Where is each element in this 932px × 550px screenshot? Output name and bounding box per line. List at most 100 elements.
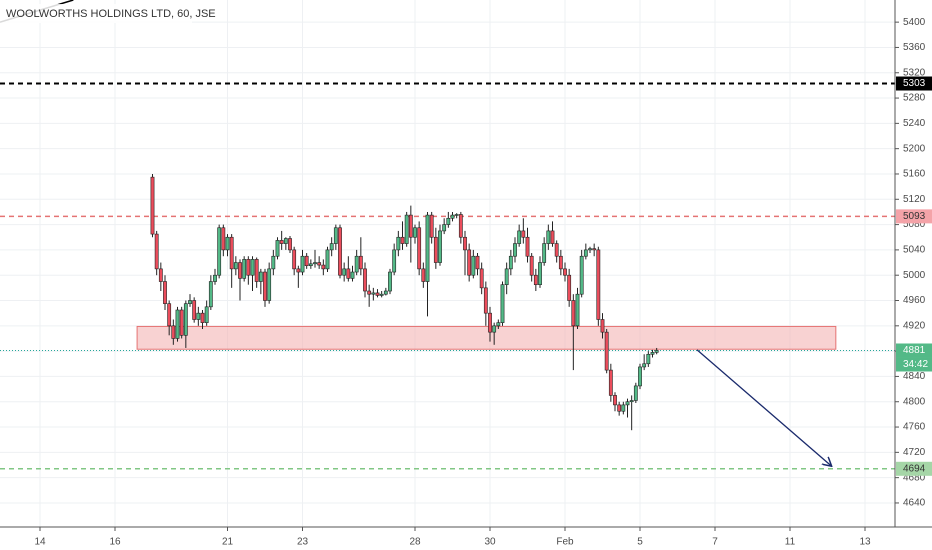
y-tick-label: 4920 (903, 320, 926, 331)
x-tick-label: 23 (297, 537, 309, 548)
price-label-bg (896, 209, 932, 224)
candle-body (292, 249, 297, 270)
candle-body (367, 290, 372, 295)
candle-body (488, 312, 492, 333)
candle-body (192, 300, 197, 320)
x-tick-label: 14 (34, 537, 46, 548)
candle-body (383, 290, 388, 295)
price-label-bg (896, 357, 932, 372)
y-tick-label: 4960 (903, 295, 926, 306)
support-zone (136, 325, 837, 350)
price-label-bg (896, 461, 932, 476)
y-tick-label: 4840 (903, 371, 926, 382)
candle-body (563, 268, 567, 276)
candle-body (229, 236, 234, 270)
y-tick-label: 5400 (903, 17, 926, 28)
candle-body (158, 268, 163, 282)
y-tick-label: 5280 (903, 93, 926, 104)
candle-body (600, 319, 605, 333)
candle-body (496, 322, 501, 327)
candle-body (446, 217, 451, 225)
x-tick-label: 16 (109, 537, 121, 548)
candle-body (246, 259, 251, 276)
candle-body (450, 214, 455, 219)
candle-body (167, 303, 172, 327)
y-tick-label: 5160 (903, 169, 926, 180)
candle-body (575, 293, 580, 327)
x-tick-label: 13 (859, 537, 871, 548)
x-tick-label: 11 (785, 537, 796, 548)
candle-body (188, 300, 192, 304)
candle-body (400, 236, 405, 244)
price-label: 5093 (903, 211, 926, 222)
candle-body (621, 404, 626, 412)
y-tick-label: 5240 (903, 118, 926, 129)
y-tick-label: 4800 (903, 396, 926, 407)
y-tick-label: 5080 (903, 219, 926, 230)
candle-body (567, 274, 572, 301)
candle-body (625, 401, 630, 406)
candle-body (492, 325, 497, 333)
candle-body (604, 331, 609, 371)
y-tick-label: 5120 (903, 194, 926, 205)
candle-body (438, 230, 442, 263)
candle-body (283, 238, 288, 244)
candle-body (288, 238, 292, 251)
candle-body (463, 236, 467, 251)
candle-body (550, 230, 555, 244)
candle-body (592, 248, 597, 251)
candle-body (429, 214, 434, 238)
candle-body (467, 249, 472, 276)
candle-body (388, 271, 392, 292)
candle-body (338, 227, 342, 276)
candle-body (179, 309, 184, 336)
x-tick-label: 7 (712, 537, 718, 548)
candle-body (296, 268, 301, 273)
y-axis-panel (895, 0, 932, 550)
candle-body (242, 259, 247, 279)
candle-body (183, 303, 188, 336)
candle-body (221, 227, 226, 251)
x-tick-label: 5 (637, 537, 643, 548)
candle-body (646, 353, 651, 365)
candle-body (483, 287, 488, 314)
candle-body (404, 214, 409, 244)
candle-body (150, 176, 155, 235)
candle-body (271, 255, 276, 270)
candle-body (354, 255, 359, 273)
projection-arrow (696, 349, 832, 466)
candle-body (175, 309, 180, 339)
candle-body (458, 214, 463, 238)
candle-body (263, 271, 267, 301)
candle-body (325, 249, 330, 270)
candle-body (313, 262, 317, 265)
candle-body (254, 259, 259, 282)
candle-body (208, 281, 213, 308)
candle-body (217, 227, 222, 276)
candle-body (475, 255, 480, 270)
candle-body (258, 271, 263, 282)
candle-body (267, 268, 272, 301)
candle-body (517, 230, 522, 244)
candle-body (238, 262, 242, 279)
candle-body (608, 369, 613, 396)
candle-body (529, 255, 534, 276)
candle-body (375, 292, 380, 296)
y-tick-label: 5040 (903, 245, 926, 256)
candle-body (521, 230, 526, 238)
candle-body (596, 249, 601, 320)
candle-body (558, 255, 563, 270)
candle-body (513, 243, 517, 257)
candle-body (613, 395, 617, 406)
candle-body (650, 352, 655, 355)
candle-body (479, 268, 484, 289)
candle-body (617, 404, 622, 412)
candle-body (396, 236, 401, 251)
candle-body (308, 263, 313, 267)
candle-body (542, 243, 547, 263)
candle-body (279, 240, 284, 244)
candle-body (304, 255, 309, 267)
candle-body (275, 240, 280, 257)
candle-body (333, 227, 338, 244)
